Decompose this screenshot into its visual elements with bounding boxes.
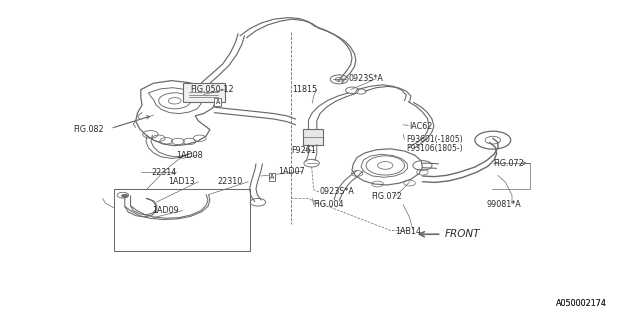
Text: FRONT: FRONT — [445, 229, 480, 239]
Text: FIG.072: FIG.072 — [371, 192, 402, 201]
Text: 0923S*A: 0923S*A — [320, 188, 355, 196]
Bar — [114, 189, 250, 251]
Text: 99081*A: 99081*A — [486, 200, 521, 209]
Text: 11815: 11815 — [292, 85, 317, 94]
Text: 22314: 22314 — [152, 168, 177, 177]
Text: 1AD09: 1AD09 — [152, 206, 179, 215]
Text: 22310: 22310 — [218, 177, 243, 186]
Text: 1AB14: 1AB14 — [396, 227, 422, 236]
Text: FIG.072: FIG.072 — [493, 159, 524, 168]
Text: FIG.050-12: FIG.050-12 — [190, 85, 234, 94]
Circle shape — [122, 194, 128, 197]
Text: F9261: F9261 — [291, 146, 316, 155]
FancyBboxPatch shape — [183, 83, 225, 102]
Text: 1AD07: 1AD07 — [278, 167, 305, 176]
Text: 0923S*A: 0923S*A — [349, 74, 383, 83]
Text: IAC62: IAC62 — [410, 122, 433, 131]
Text: FIG.082: FIG.082 — [74, 125, 104, 134]
Text: F93106(1805-): F93106(1805-) — [406, 144, 462, 153]
Text: A050002174: A050002174 — [556, 300, 606, 308]
Text: 1AD13: 1AD13 — [168, 177, 195, 186]
Text: A: A — [270, 174, 274, 180]
FancyBboxPatch shape — [303, 129, 323, 145]
Text: F93601(-1805): F93601(-1805) — [406, 135, 462, 144]
Text: A050002174: A050002174 — [556, 300, 606, 308]
Text: 1AD08: 1AD08 — [176, 151, 203, 160]
Text: A: A — [216, 100, 220, 105]
Text: FIG.004: FIG.004 — [314, 200, 344, 209]
